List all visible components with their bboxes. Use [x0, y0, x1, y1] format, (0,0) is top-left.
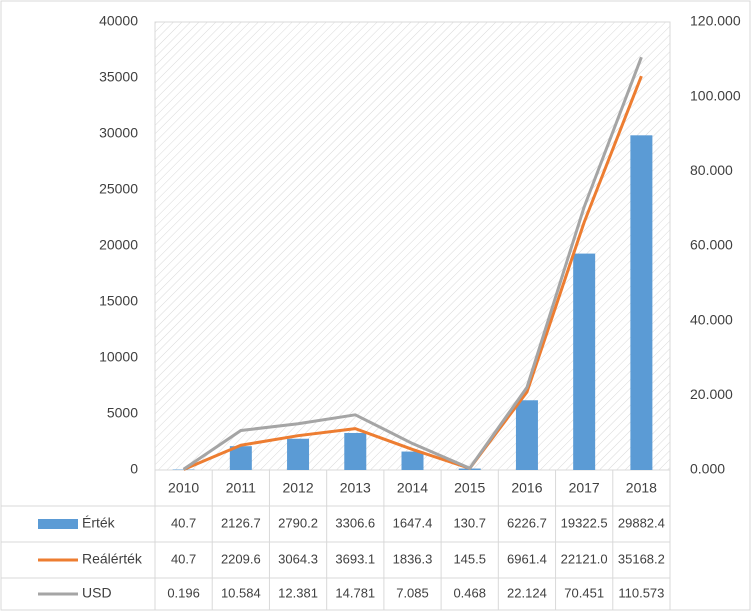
x-tick-label: 2015	[454, 480, 485, 496]
table-cell: 70.451	[564, 585, 604, 600]
x-tick-label: 2010	[168, 480, 199, 496]
y-tick-label: 20000	[99, 237, 138, 253]
table-cell: 6226.7	[507, 515, 547, 530]
y-tick-label: 25000	[99, 181, 138, 197]
table-cell: 0.468	[453, 585, 486, 600]
table-cell: 1836.3	[393, 551, 433, 566]
y-tick-label: 10000	[99, 349, 138, 365]
x-tick-label: 2014	[397, 480, 428, 496]
table-cell: 40.7	[171, 551, 196, 566]
legend-label: Érték	[82, 515, 116, 531]
x-tick-label: 2018	[626, 480, 657, 496]
y2-tick-label: 40.000	[690, 311, 733, 327]
table-cell: 7.085	[396, 585, 429, 600]
x-tick-label: 2013	[340, 480, 371, 496]
table-cell: 35168.2	[618, 551, 665, 566]
legend-label: Reálérték	[82, 551, 143, 567]
table-cell: 19322.5	[561, 515, 608, 530]
table-cell: 2126.7	[221, 515, 261, 530]
table-cell: 3064.3	[278, 551, 318, 566]
x-tick-label: 2011	[226, 480, 256, 496]
bar	[630, 135, 652, 470]
bar	[573, 254, 595, 470]
table-cell: 2790.2	[278, 515, 318, 530]
bar	[287, 439, 309, 470]
y-tick-label: 0	[130, 461, 138, 477]
table-cell: 130.7	[453, 515, 486, 530]
table-cell: 40.7	[171, 515, 196, 530]
table-cell: 6961.4	[507, 551, 547, 566]
y-tick-label: 30000	[99, 125, 138, 141]
table-cell: 2209.6	[221, 551, 261, 566]
y2-tick-label: 100.000	[690, 87, 741, 103]
x-tick-label: 2016	[511, 480, 542, 496]
table-cell: 1647.4	[393, 515, 433, 530]
table-cell: 22121.0	[561, 551, 608, 566]
y2-tick-label: 0.000	[690, 461, 725, 477]
table-cell: 3693.1	[335, 551, 375, 566]
table-cell: 12.381	[278, 585, 318, 600]
table-cell: 0.196	[167, 585, 200, 600]
y2-tick-label: 120.000	[690, 13, 741, 29]
table-cell: 10.584	[221, 585, 261, 600]
x-tick-label: 2012	[282, 480, 313, 496]
bar	[402, 452, 424, 470]
table-cell: 110.573	[618, 585, 664, 600]
y2-tick-label: 60.000	[690, 237, 733, 253]
table-cell: 22.124	[507, 585, 547, 600]
legend-swatch	[38, 519, 78, 529]
y-tick-label: 5000	[107, 405, 138, 421]
legend-label: USD	[82, 585, 112, 601]
table-cell: 3306.6	[335, 515, 375, 530]
table-cell: 145.5	[453, 551, 486, 566]
y2-tick-label: 80.000	[690, 162, 733, 178]
table-cell: 14.781	[335, 585, 375, 600]
bar	[344, 433, 366, 470]
y-tick-label: 15000	[99, 293, 138, 309]
x-tick-label: 2017	[569, 480, 600, 496]
y-tick-label: 35000	[99, 69, 138, 85]
y-tick-label: 40000	[99, 13, 138, 29]
y2-tick-label: 20.000	[690, 386, 733, 402]
bar	[516, 400, 538, 470]
table-cell: 29882.4	[618, 515, 665, 530]
